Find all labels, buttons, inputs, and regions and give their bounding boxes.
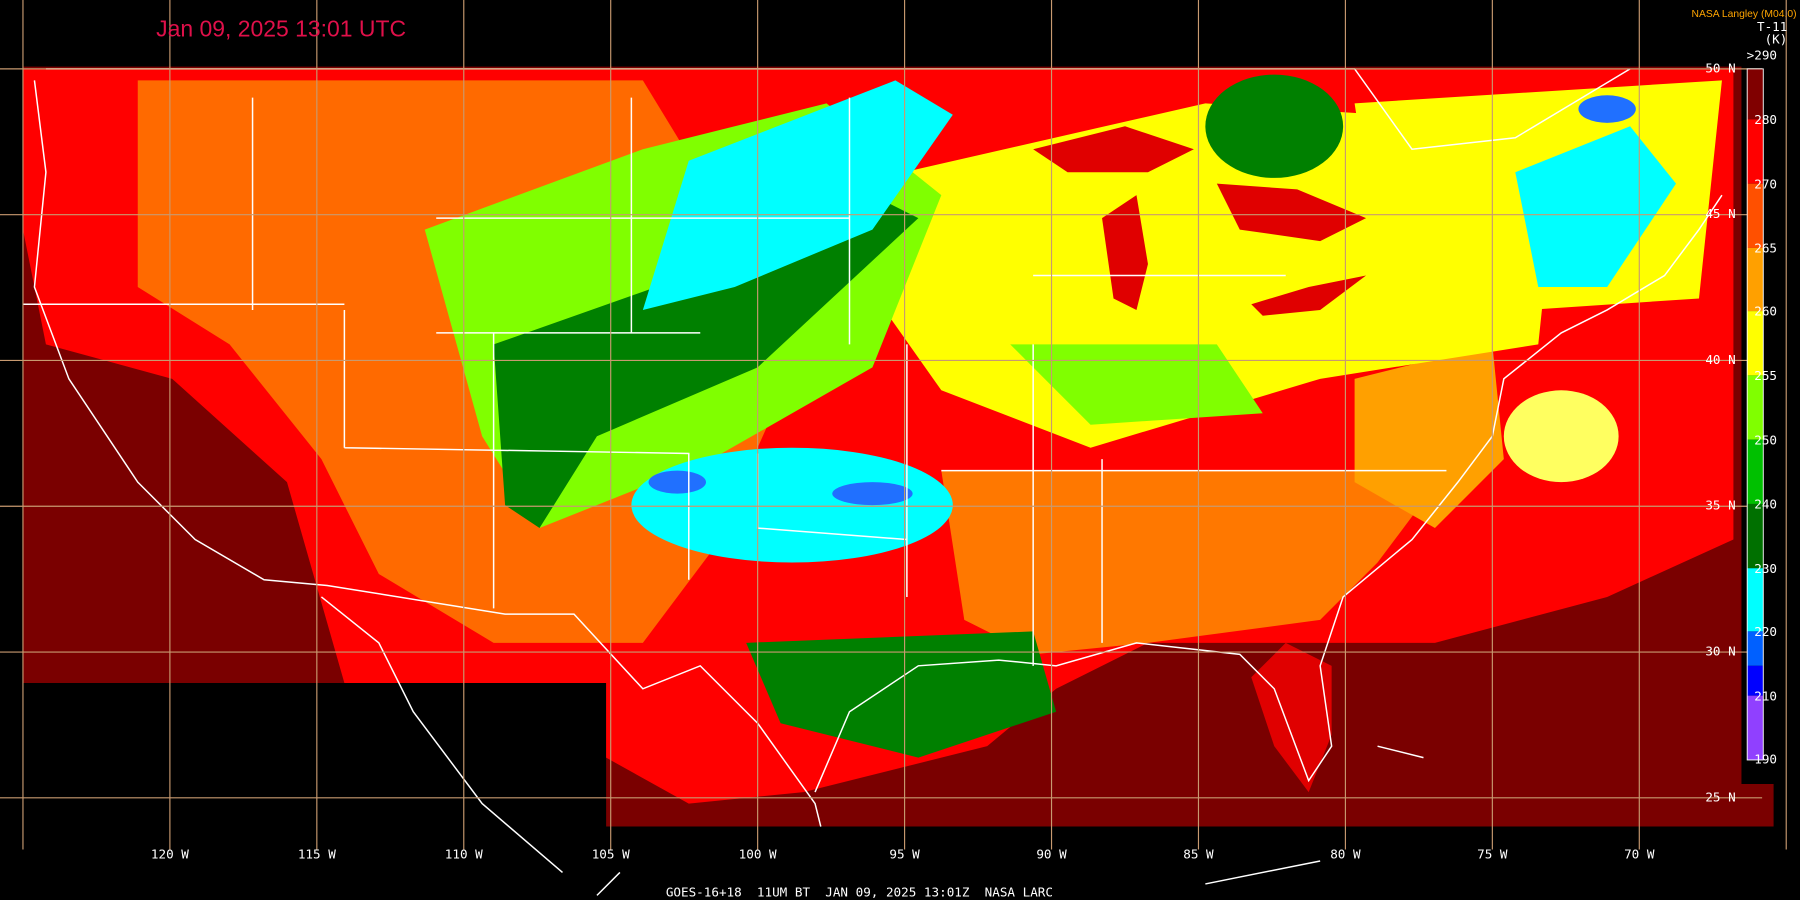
yellow-area xyxy=(1503,390,1619,483)
legend-swatch xyxy=(1747,568,1764,632)
legend-label: 265 xyxy=(1754,241,1777,256)
green-area xyxy=(1010,344,1263,425)
latitude-label: 45 N xyxy=(1705,206,1735,221)
lake-michigan xyxy=(1102,195,1148,310)
blue-area xyxy=(832,482,913,506)
blue-area xyxy=(1578,95,1636,123)
legend-label: 210 xyxy=(1754,688,1777,703)
latitude-label: 30 N xyxy=(1705,643,1735,658)
lake-erie xyxy=(1251,275,1367,316)
legend-label: 240 xyxy=(1754,497,1777,512)
legend-label: 280 xyxy=(1754,112,1777,127)
mexico-caribbean-coast xyxy=(320,596,1424,896)
longitude-label: 80 W xyxy=(1330,847,1361,862)
legend-label: 250 xyxy=(1754,432,1777,447)
legend-swatch xyxy=(1747,695,1764,760)
legend-swatch xyxy=(1747,247,1764,312)
latitude-label: 40 N xyxy=(1705,352,1735,367)
legend-label: 255 xyxy=(1754,368,1777,383)
legend-frame xyxy=(1746,68,1764,761)
legend-swatch xyxy=(1747,119,1764,184)
latitude-label: 35 N xyxy=(1705,498,1735,513)
lake-superior xyxy=(1033,126,1194,173)
longitude-label: 100 W xyxy=(739,847,777,862)
blue-area xyxy=(648,470,706,494)
legend-label: >290 xyxy=(1747,48,1777,63)
cyan-area xyxy=(1515,126,1677,287)
dark-green-area xyxy=(493,172,919,529)
title: Jan 09, 2025 13:01 UTC xyxy=(156,16,406,42)
longitude-label: 85 W xyxy=(1183,847,1214,862)
legend-label: 190 xyxy=(1754,751,1777,766)
dark-green-area xyxy=(746,631,1057,758)
legend-swatch xyxy=(1747,439,1764,504)
legend-label: 220 xyxy=(1754,624,1777,639)
legend-label: 270 xyxy=(1754,176,1777,191)
longitude-label: 70 W xyxy=(1624,847,1655,862)
legend-swatch xyxy=(1747,631,1764,666)
cyan-area xyxy=(642,80,953,310)
longitude-label: 90 W xyxy=(1036,847,1067,862)
legend-channel: T-11 xyxy=(1757,19,1787,34)
lake-huron xyxy=(1216,183,1367,242)
longitude-label: 95 W xyxy=(889,847,920,862)
legend-swatch xyxy=(1747,183,1764,248)
legend-label: 260 xyxy=(1754,304,1777,319)
legend-unit: (K) xyxy=(1765,32,1788,47)
credit: NASA Langley (M04.0) xyxy=(1691,9,1796,20)
legend-swatch xyxy=(1747,311,1764,376)
longitude-label: 115 W xyxy=(298,847,336,862)
latitude-label: 25 N xyxy=(1705,789,1735,804)
legend-swatch xyxy=(1747,375,1764,440)
longitude-label: 120 W xyxy=(151,847,189,862)
color-legend: >290 280 270 265 260 255 250 240 230 220 210 190 xyxy=(1747,48,1777,767)
legend-swatch xyxy=(1747,503,1764,569)
orange-area xyxy=(941,470,1447,655)
latitude-label: 50 N xyxy=(1705,60,1735,75)
footer: GOES-16+18 11UM BT JAN 09, 2025 13:01Z N… xyxy=(666,885,1053,900)
graticule xyxy=(0,0,1787,850)
legend-label: 230 xyxy=(1754,561,1777,576)
dark-green-area xyxy=(1205,74,1344,178)
longitude-label: 110 W xyxy=(445,847,483,862)
longitude-label: 75 W xyxy=(1477,847,1508,862)
longitude-label: 105 W xyxy=(592,847,630,862)
legend-swatch xyxy=(1747,68,1764,120)
legend-swatch xyxy=(1747,665,1764,696)
orange-area xyxy=(1354,344,1504,529)
florida xyxy=(1251,642,1332,793)
coastline xyxy=(33,80,1723,827)
cyan-area xyxy=(631,447,953,563)
